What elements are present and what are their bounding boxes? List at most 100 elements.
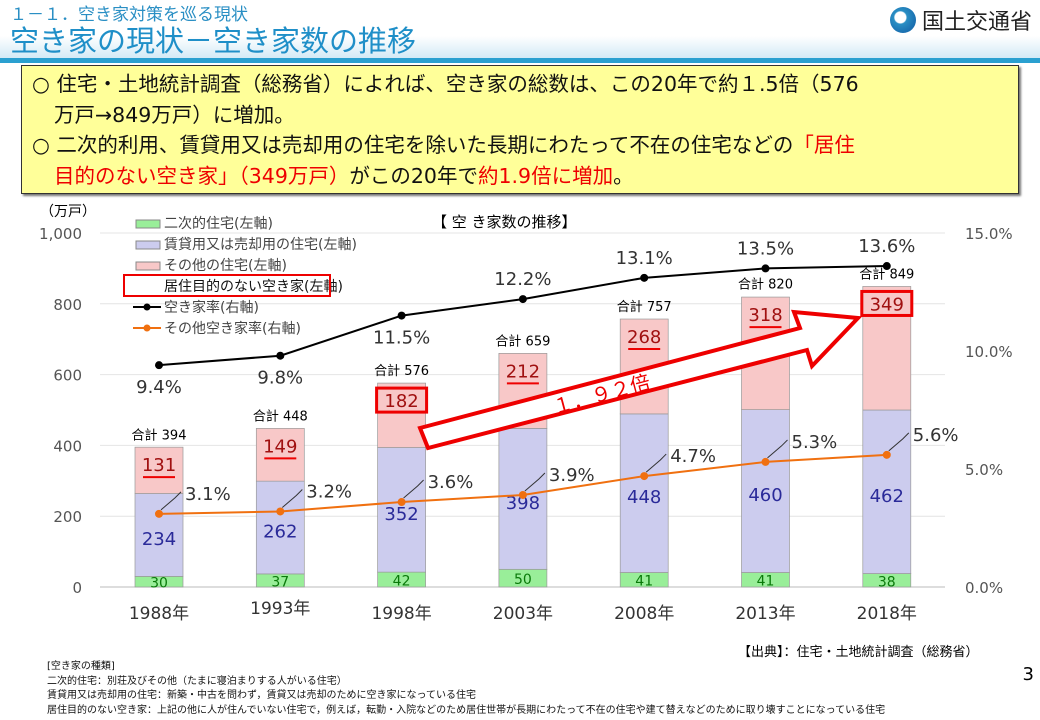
page-title: 空き家の現状－空き家数の推移 bbox=[10, 24, 417, 58]
bar-value-label: 262 bbox=[263, 522, 297, 543]
highlight-box bbox=[375, 386, 429, 414]
total-label: 合計 448 bbox=[253, 408, 308, 424]
bar-value-label: 41 bbox=[757, 574, 775, 590]
rate-point bbox=[518, 295, 527, 304]
summary-box: ○ 住宅・土地統計調査（総務省）によれば、空き家の総数は、この20年で約１.5倍… bbox=[21, 65, 1019, 194]
bar-value-label: 349 bbox=[870, 294, 904, 315]
leader-line bbox=[160, 491, 182, 511]
note-line: 賃貸用又は売却用の住宅：新築・中古を問わず，賃貸又は売却のために空き家になってい… bbox=[47, 690, 476, 701]
rate-point bbox=[882, 262, 891, 271]
rate-point bbox=[518, 490, 527, 499]
bar-value-label: 50 bbox=[514, 572, 532, 588]
bar-segment bbox=[134, 493, 184, 577]
summary-line: ○ 住宅・土地統計調査（総務省）によれば、空き家の総数は、この20年で約１.5倍… bbox=[32, 72, 859, 96]
rate-point bbox=[640, 472, 649, 481]
bar-segment bbox=[377, 382, 426, 448]
x-tick-label: 1988年 bbox=[129, 604, 189, 624]
bar-value-label: 37 bbox=[271, 574, 289, 590]
summary-highlight: 目的のない空き家」（349万戸） bbox=[54, 163, 350, 188]
legend-swatch bbox=[135, 261, 161, 271]
rate-label: 11.5% bbox=[373, 328, 430, 349]
bar-segment bbox=[255, 480, 305, 575]
bar-value-label: 462 bbox=[870, 486, 904, 507]
rate-label: 3.6% bbox=[428, 472, 474, 493]
rate-label: 9.8% bbox=[257, 368, 303, 389]
section-title: １－１．空き家対策を巡る現状 bbox=[10, 5, 248, 25]
rate-point bbox=[276, 351, 285, 360]
summary-line: がこの20年で bbox=[349, 163, 478, 188]
logo-text: 国土交通省 bbox=[921, 10, 1032, 35]
legend-overlay-label: 居住目的のない空き家(左軸) bbox=[164, 278, 343, 295]
note-line: [空き家の種類] bbox=[47, 661, 115, 672]
rate-label: 5.6% bbox=[913, 425, 959, 446]
x-tick-label: 2003年 bbox=[493, 604, 553, 624]
header-band bbox=[0, 36, 1040, 60]
total-label: 合計 820 bbox=[738, 277, 793, 293]
rate-point bbox=[155, 361, 163, 370]
y-tick-label: 600 bbox=[53, 367, 82, 385]
bar-segment bbox=[255, 428, 305, 482]
bar-segment bbox=[377, 447, 426, 573]
rate-label: 13.6% bbox=[858, 236, 915, 257]
y2-tick-label: 0.0% bbox=[965, 579, 1003, 597]
y-tick-label: 400 bbox=[53, 437, 82, 455]
bar-value-label: 182 bbox=[384, 391, 418, 412]
legend-label: その他空き家率(右軸) bbox=[164, 320, 301, 337]
bar-value-label: 268 bbox=[627, 327, 661, 348]
rate-point bbox=[397, 498, 406, 507]
y2-tick-label: 15.0% bbox=[965, 225, 1013, 243]
y-tick-label: 0 bbox=[72, 579, 82, 597]
x-tick-label: 2008年 bbox=[614, 604, 674, 624]
rate-label: 4.7% bbox=[670, 446, 716, 467]
note-line: 二次的住宅：別荘及びその他（たまに寝泊まりする人がいる住宅） bbox=[47, 675, 347, 687]
y2-tick-label: 5.0% bbox=[965, 461, 1003, 479]
rate-point bbox=[640, 273, 649, 282]
bar-segment bbox=[741, 409, 790, 573]
bar-value-label: 41 bbox=[635, 574, 653, 590]
total-label: 合計 849 bbox=[859, 266, 914, 282]
summary-highlight: 約1.9倍に増加 bbox=[477, 163, 614, 188]
y-tick-label: 200 bbox=[53, 508, 82, 526]
bar-value-label: 42 bbox=[393, 574, 411, 590]
leader-line bbox=[403, 479, 424, 499]
rate-point bbox=[276, 507, 285, 516]
bar-segment bbox=[134, 446, 184, 494]
total-label: 合計 757 bbox=[617, 299, 672, 315]
legend-label: 空き家率(右軸) bbox=[164, 299, 259, 316]
highlight-box bbox=[860, 289, 914, 317]
total-label: 合計 659 bbox=[495, 334, 550, 350]
rate-label: 3.9% bbox=[549, 465, 595, 486]
legend-swatch bbox=[135, 219, 161, 229]
bar-value-label: 398 bbox=[506, 493, 540, 514]
header-rule bbox=[0, 58, 1040, 63]
total-label: 合計 576 bbox=[374, 363, 429, 379]
ministry-logo-icon bbox=[889, 7, 916, 33]
leader-line bbox=[767, 439, 788, 459]
y2-tick-label: 10.0% bbox=[965, 343, 1013, 361]
legend-marker bbox=[143, 324, 151, 332]
rate-point bbox=[397, 311, 406, 320]
y-tick-label: 1,000 bbox=[39, 225, 82, 243]
rate-label: 12.2% bbox=[494, 269, 551, 290]
bar-segment bbox=[619, 413, 669, 573]
legend-label: その他の住宅(左軸) bbox=[164, 258, 287, 274]
legend-swatch bbox=[135, 240, 161, 250]
rate-label: 5.3% bbox=[792, 432, 838, 453]
rate-point bbox=[761, 264, 770, 273]
notes: [空き家の種類] 二次的住宅：別荘及びその他（たまに寝泊まりする人がいる住宅） … bbox=[47, 660, 885, 718]
bar-value-label: 234 bbox=[142, 529, 176, 550]
summary-line: 。 bbox=[613, 163, 634, 188]
legend-label: 二次的住宅(左軸) bbox=[164, 216, 273, 232]
x-tick-label: 1993年 bbox=[250, 599, 310, 619]
bar-value-label: 131 bbox=[142, 455, 176, 476]
rate-point bbox=[155, 509, 163, 518]
rate-label: 9.4% bbox=[136, 377, 182, 398]
bar-value-label: 149 bbox=[263, 436, 297, 457]
rate-label: 13.5% bbox=[737, 238, 794, 259]
bar-value-label: 352 bbox=[384, 504, 418, 525]
rate-label: 3.1% bbox=[185, 484, 231, 505]
rate-label: 3.2% bbox=[306, 481, 352, 502]
summary-line: ○ 二次的利用、賃貸用又は売却用の住宅を除いた長期にわたって不在の住宅などの bbox=[32, 133, 794, 157]
total-label: 合計 394 bbox=[132, 428, 187, 444]
